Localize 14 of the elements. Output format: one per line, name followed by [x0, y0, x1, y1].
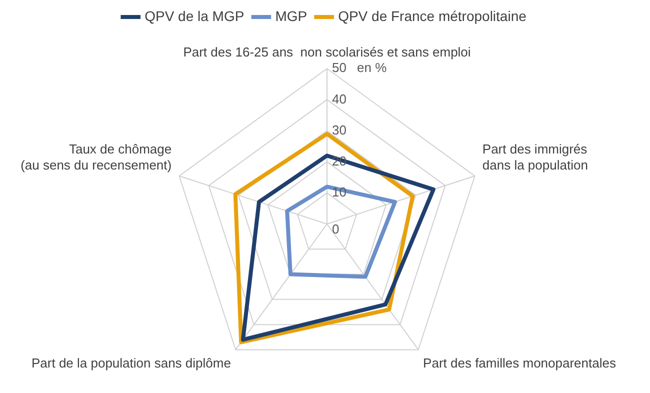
y-tick-label: 40 [332, 91, 346, 106]
y-tick-label: 20 [332, 153, 346, 168]
text: en % [357, 60, 388, 76]
legend-label: QPV de France métropolitaine [338, 8, 527, 24]
spoke-label: Part des immigrés dans la population [482, 142, 588, 172]
spoke-label: Part de la population sans diplôme [31, 356, 231, 371]
y-tick-label: 30 [332, 122, 346, 138]
y-tick-label: 0 [332, 222, 340, 237]
legend-label: QPV de la MGP [144, 8, 244, 24]
y-tick-label: 50 [332, 60, 346, 76]
spoke-label: Taux de chômage (au sens du recensement) [20, 142, 172, 172]
spoke-label: Part des familles monoparentales [423, 356, 616, 371]
spoke-label: Part des 16-25 ans non scolarisés et sans emploi [183, 44, 471, 60]
legend-label: MGP [275, 8, 308, 24]
